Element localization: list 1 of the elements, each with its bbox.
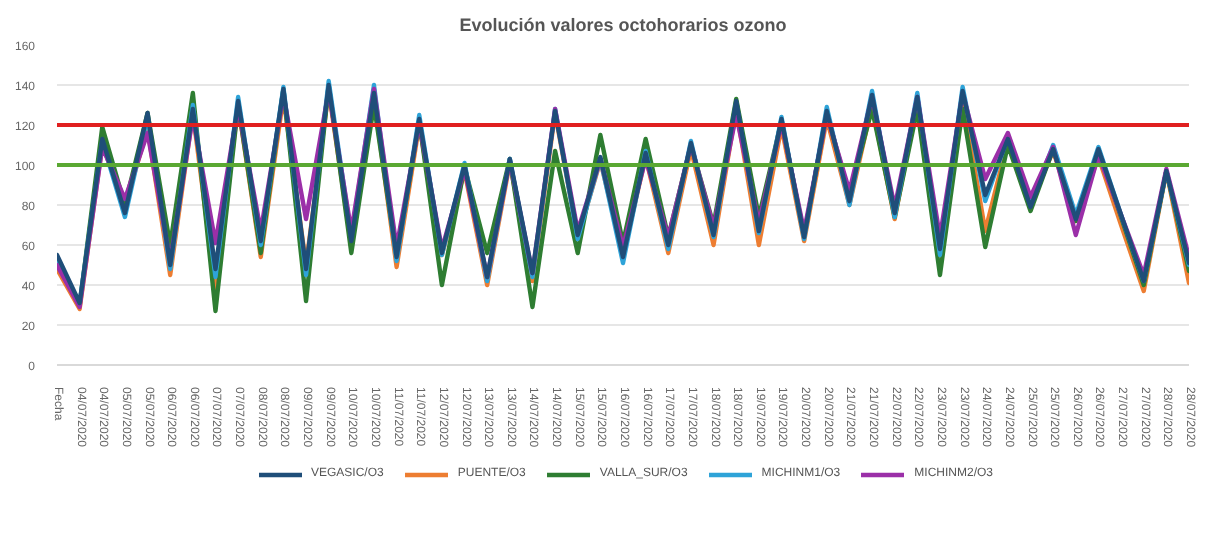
chart-title: Evolución valores octohorarios ozono	[459, 15, 788, 35]
